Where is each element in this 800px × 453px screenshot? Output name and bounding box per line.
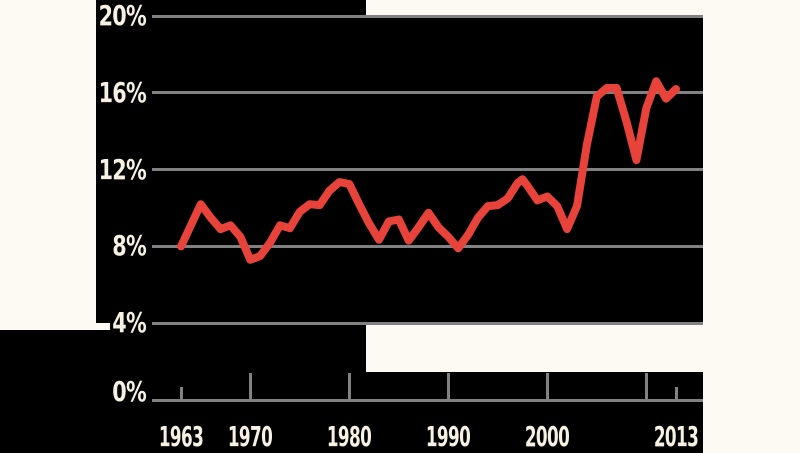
data-line: [177, 77, 680, 264]
x-axis-label-1963: 1963: [158, 420, 204, 453]
x-tick-2013: [674, 387, 678, 400]
gridline-20: [152, 14, 703, 18]
y-axis-label-4: 4%: [112, 306, 146, 340]
x-axis-line: [152, 399, 703, 402]
y-axis-label-16: 16%: [98, 75, 147, 109]
x-axis-label-1990: 1990: [426, 420, 471, 453]
x-tick-2010: [644, 373, 648, 400]
white-left-column: [0, 0, 96, 330]
gridline-16: [152, 91, 703, 95]
x-axis-label-1980: 1980: [327, 420, 372, 453]
gridline-12: [152, 168, 703, 172]
y-axis-label-8: 8%: [112, 229, 146, 263]
x-tick-1980: [347, 373, 351, 400]
white-middle-band: [366, 325, 703, 372]
y-axis-label-0: 0%: [112, 375, 146, 408]
x-axis-label-2013: 2013: [653, 420, 699, 453]
white-right-column: [703, 0, 800, 453]
x-tick-1963: [179, 387, 183, 400]
x-tick-1970: [248, 373, 252, 400]
gridline-4: [152, 321, 703, 325]
y-axis-label-20: 20%: [98, 0, 147, 32]
x-axis-label-1970: 1970: [228, 420, 273, 453]
white-left-foot: [95, 323, 110, 330]
white-top-strip: [366, 0, 800, 15]
y-axis-label-12: 12%: [98, 152, 147, 186]
x-tick-1990: [446, 373, 450, 400]
x-axis-label-2000: 2000: [525, 420, 570, 453]
x-tick-2000: [545, 373, 549, 400]
gridline-8: [152, 244, 703, 248]
